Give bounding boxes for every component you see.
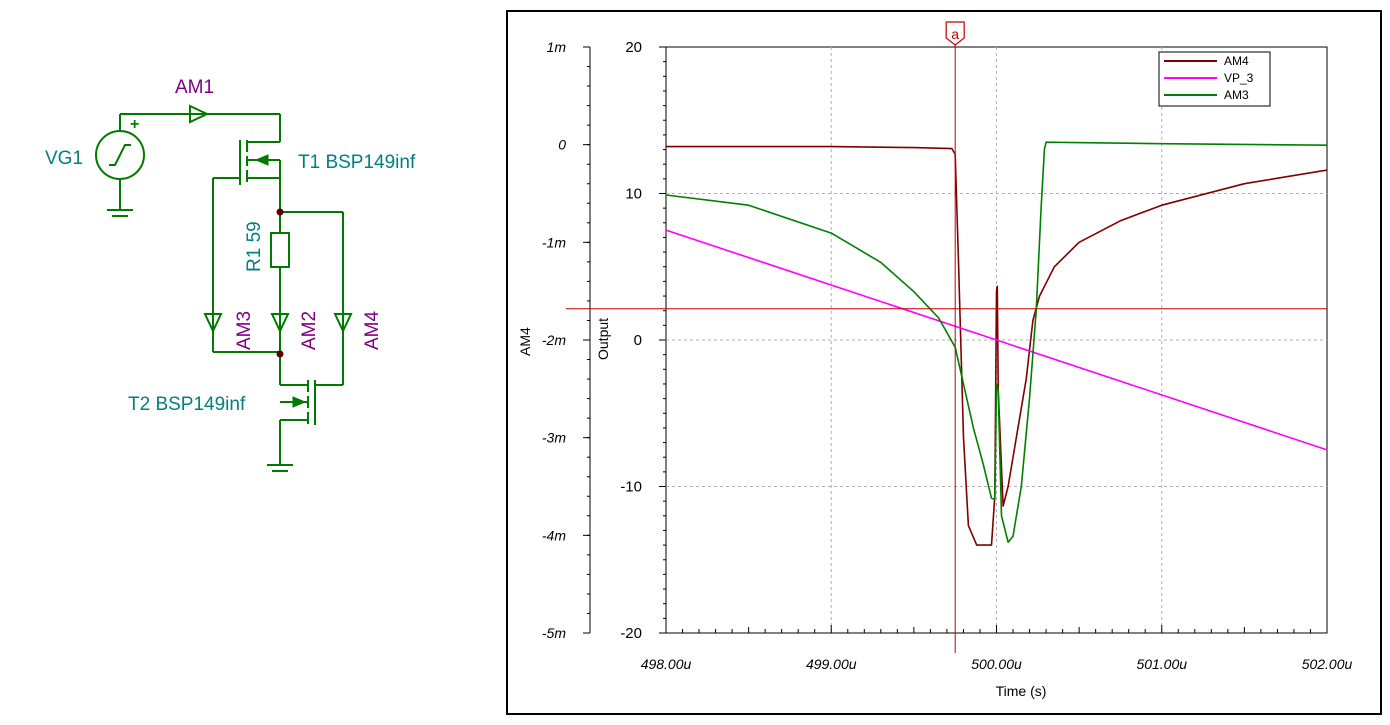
left-axis-title: AM4 bbox=[517, 327, 533, 356]
legend-entry-label: AM4 bbox=[1224, 54, 1249, 68]
vg1-label: VG1 bbox=[45, 148, 83, 169]
am2-ammeter-icon[interactable] bbox=[270, 313, 290, 334]
node-dot-bottom bbox=[276, 350, 284, 358]
right-axis-title: Output bbox=[595, 318, 611, 360]
chart-frame bbox=[506, 10, 1382, 715]
t2-label: T2 BSP149inf bbox=[128, 394, 246, 415]
left-axis-tick-label: -1m bbox=[542, 234, 566, 250]
legend: AM4 VP_3 AM3 bbox=[1158, 51, 1271, 107]
right-axis-tick-label: 10 bbox=[625, 186, 642, 203]
right-axis: 20 10 0 -10 -20 bbox=[620, 39, 666, 642]
cursor-layer[interactable]: a bbox=[566, 21, 1327, 653]
node-dot-top bbox=[276, 208, 284, 216]
x-tick-label: 498.00u bbox=[641, 656, 692, 672]
vg1-step-icon bbox=[109, 144, 131, 166]
series-line-vp-3 bbox=[665, 229, 1328, 451]
cursor-label: a bbox=[951, 26, 959, 42]
left-axis-tick-label: 0 bbox=[558, 137, 566, 153]
x-axis: 498.00u 499.00u 500.00u 501.00u 502.00u bbox=[641, 625, 1353, 672]
series-line-am4 bbox=[666, 145, 1328, 546]
t1-label: T1 BSP149inf bbox=[298, 152, 416, 173]
x-tick-label: 502.00u bbox=[1302, 656, 1353, 672]
left-axis-tick-label: -2m bbox=[542, 332, 566, 348]
r1-label: R1 59 bbox=[244, 221, 265, 272]
am4-label: AM4 bbox=[362, 311, 383, 351]
am3-ammeter-icon[interactable] bbox=[203, 313, 223, 334]
right-axis-tick-label: 20 bbox=[625, 39, 642, 56]
legend-entry-label: VP_3 bbox=[1224, 71, 1254, 85]
am1-ammeter-icon[interactable] bbox=[189, 104, 210, 124]
t2-gate-arrow-icon bbox=[292, 396, 307, 408]
legend-entry-label: AM3 bbox=[1224, 88, 1249, 102]
am1-label: AM1 bbox=[175, 77, 214, 98]
am2-label: AM2 bbox=[299, 311, 320, 350]
x-tick-label: 501.00u bbox=[1136, 656, 1187, 672]
right-axis-tick-label: 0 bbox=[634, 332, 642, 349]
vg1-plus-label: + bbox=[130, 116, 139, 133]
t1-gate-arrow-icon bbox=[254, 154, 269, 166]
right-axis-tick-label: -20 bbox=[620, 625, 642, 642]
am3-label: AM3 bbox=[234, 311, 255, 350]
schematic: AM1 VG1 + T1 BSP149inf R1 59 AM3 AM2 AM4… bbox=[45, 77, 416, 472]
left-axis-tick-label: -3m bbox=[542, 430, 566, 446]
right-axis-tick-label: -10 bbox=[620, 479, 642, 496]
x-tick-label: 500.00u bbox=[971, 656, 1022, 672]
left-axis-tick-label: 1m bbox=[547, 39, 567, 55]
x-tick-label: 499.00u bbox=[806, 656, 857, 672]
cursor-marker[interactable] bbox=[945, 21, 965, 46]
x-axis-title: Time (s) bbox=[996, 683, 1047, 699]
series-line-am3 bbox=[665, 141, 1328, 543]
left-axis-tick-label: -4m bbox=[542, 527, 566, 543]
left-axis-tick-label: -5m bbox=[542, 625, 566, 641]
left-axis: 1m 0 -1m -2m -3m -4m -5m bbox=[542, 39, 591, 641]
series-layer bbox=[665, 141, 1328, 546]
am4-ammeter-icon[interactable] bbox=[333, 313, 353, 334]
